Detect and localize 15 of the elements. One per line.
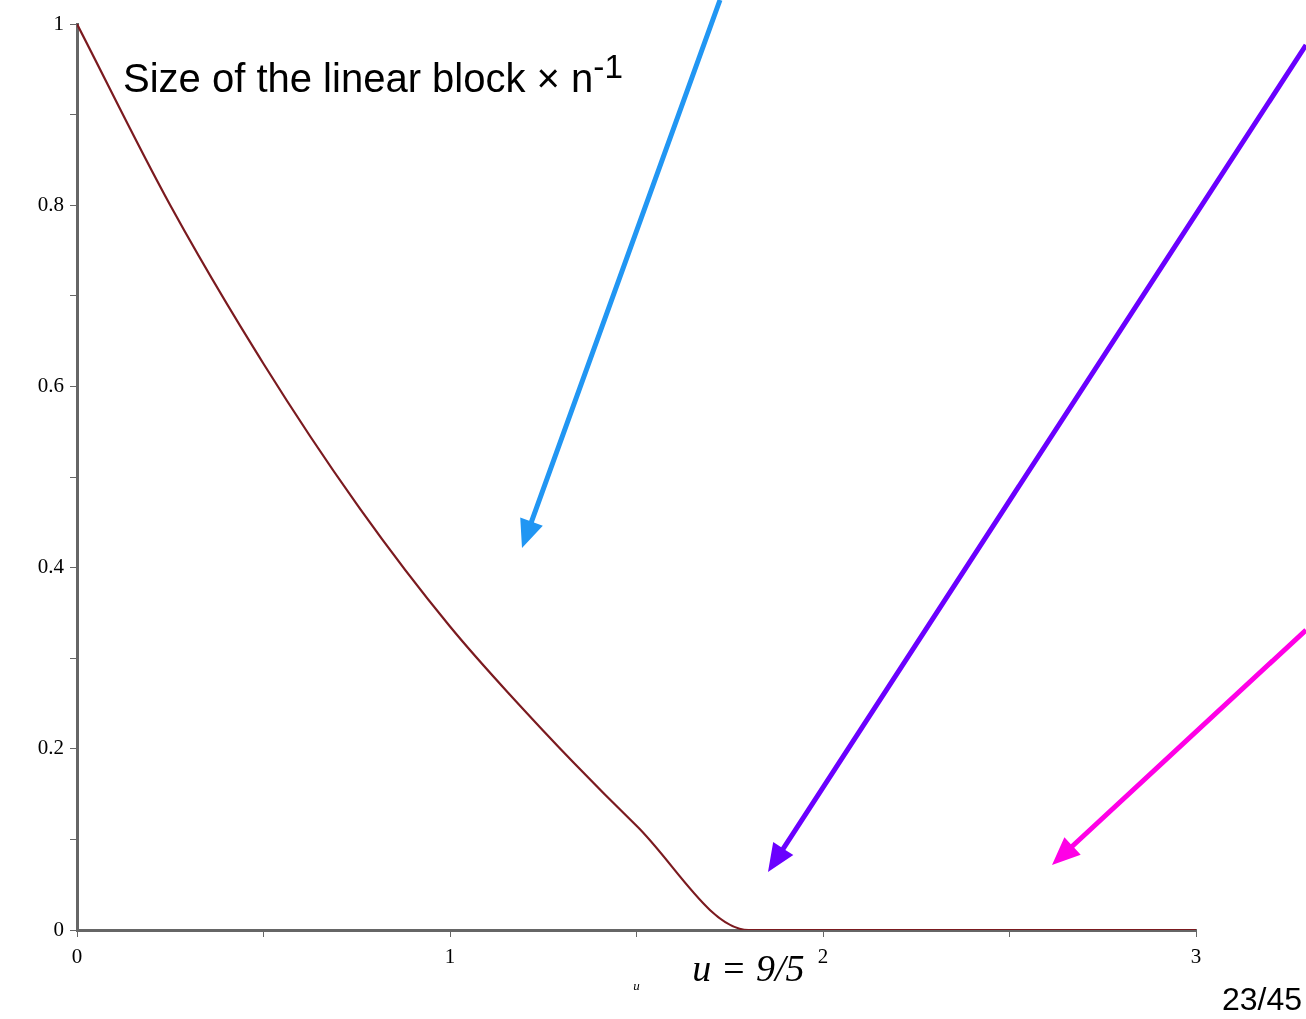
x-tick-label: 1 xyxy=(444,944,456,969)
y-tick-label: 0.2 xyxy=(37,735,64,760)
x-axis-title: u xyxy=(633,977,641,993)
x-tick-label: 0 xyxy=(71,944,83,969)
y-tick-label: 0.6 xyxy=(37,372,64,397)
annotation: u = 9/5 xyxy=(692,946,805,989)
x-tick-label: 2 xyxy=(817,944,829,969)
line-series xyxy=(77,24,1196,930)
text: 23/45 xyxy=(1221,980,1302,1017)
y-tick-label: 0 xyxy=(53,916,64,941)
y-tick-label: 0.8 xyxy=(37,191,64,216)
y-tick-label: 0.4 xyxy=(37,554,65,579)
x-tick-label: 3 xyxy=(1190,944,1202,969)
y-tick-label: 1 xyxy=(53,10,64,35)
text: Size of the linear block × n$^{-1}$ xyxy=(123,48,623,102)
